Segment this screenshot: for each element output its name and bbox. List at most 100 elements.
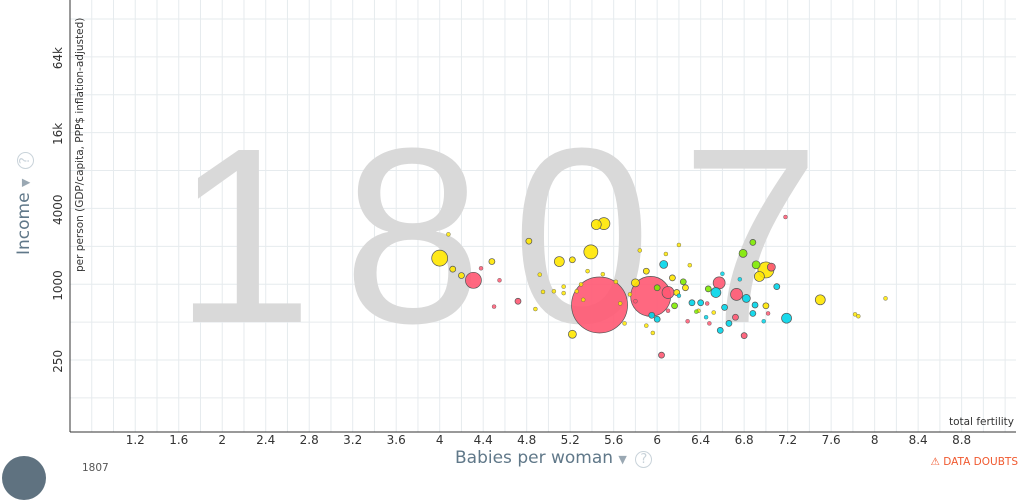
country-bubble[interactable] bbox=[561, 290, 566, 296]
country-bubble[interactable] bbox=[637, 248, 642, 253]
country-bubble[interactable] bbox=[665, 308, 671, 313]
country-bubble[interactable] bbox=[754, 271, 765, 282]
country-bubble[interactable] bbox=[446, 232, 451, 237]
country-bubble[interactable] bbox=[761, 319, 766, 324]
country-bubble[interactable] bbox=[648, 311, 656, 319]
country-bubble[interactable] bbox=[682, 284, 689, 292]
country-bubble[interactable] bbox=[561, 284, 566, 289]
country-bubble[interactable] bbox=[618, 301, 623, 306]
country-bubble[interactable] bbox=[622, 321, 627, 326]
country-bubble[interactable] bbox=[613, 279, 619, 285]
country-bubble[interactable] bbox=[740, 332, 748, 339]
country-bubble[interactable] bbox=[749, 310, 757, 317]
country-bubble[interactable] bbox=[644, 323, 649, 328]
data-doubts-link[interactable]: ⚠ DATA DOUBTS bbox=[930, 456, 1018, 468]
country-bubble[interactable] bbox=[730, 288, 743, 301]
country-bubble[interactable] bbox=[633, 299, 638, 304]
country-bubble[interactable] bbox=[711, 310, 716, 315]
country-bubble[interactable] bbox=[749, 239, 757, 246]
country-bubble[interactable] bbox=[852, 312, 858, 317]
country-bubble[interactable] bbox=[449, 265, 457, 273]
country-bubble[interactable] bbox=[642, 267, 650, 275]
x-tick-label: 1.6 bbox=[169, 433, 188, 447]
country-bubble[interactable] bbox=[741, 294, 751, 303]
country-bubble[interactable] bbox=[694, 309, 699, 314]
country-bubble[interactable] bbox=[627, 292, 633, 297]
country-bubble[interactable] bbox=[583, 244, 599, 260]
country-bubble[interactable] bbox=[663, 251, 669, 257]
country-bubble[interactable] bbox=[687, 262, 692, 268]
country-bubble[interactable] bbox=[781, 312, 792, 324]
country-bubble[interactable] bbox=[712, 276, 726, 290]
country-bubble[interactable] bbox=[676, 242, 682, 248]
country-bubble[interactable] bbox=[590, 219, 602, 230]
country-bubble[interactable] bbox=[540, 289, 546, 295]
country-bubble[interactable] bbox=[600, 271, 606, 277]
play-button[interactable] bbox=[2, 456, 46, 500]
country-bubble[interactable] bbox=[488, 258, 496, 265]
help-icon[interactable]: ? bbox=[17, 152, 34, 170]
country-bubble[interactable] bbox=[537, 272, 542, 277]
country-bubble[interactable] bbox=[571, 276, 628, 334]
country-bubble[interactable] bbox=[751, 260, 761, 270]
country-bubble[interactable] bbox=[765, 311, 771, 316]
country-bubble[interactable] bbox=[653, 315, 661, 323]
country-bubble[interactable] bbox=[685, 319, 690, 324]
country-bubble[interactable] bbox=[738, 249, 748, 258]
country-bubble[interactable] bbox=[751, 301, 759, 309]
country-bubble[interactable] bbox=[569, 256, 576, 264]
country-bubble[interactable] bbox=[465, 271, 482, 289]
country-bubble[interactable] bbox=[783, 214, 788, 220]
country-bubble[interactable] bbox=[721, 304, 728, 311]
country-bubble[interactable] bbox=[679, 278, 687, 286]
country-bubble[interactable] bbox=[814, 294, 826, 306]
grid-lines bbox=[70, 0, 1016, 432]
country-bubble[interactable] bbox=[720, 271, 725, 276]
y-axis-label[interactable]: Income ▼ ? bbox=[14, 152, 34, 255]
country-bubble[interactable] bbox=[716, 327, 724, 334]
country-bubble[interactable] bbox=[659, 260, 669, 269]
country-bubble[interactable] bbox=[533, 306, 538, 312]
country-bubble[interactable] bbox=[585, 268, 590, 274]
country-bubble[interactable] bbox=[478, 266, 484, 271]
country-bubble[interactable] bbox=[671, 302, 678, 310]
country-bubble[interactable] bbox=[525, 237, 533, 245]
country-bubble[interactable] bbox=[688, 299, 696, 307]
country-bubble[interactable] bbox=[773, 283, 781, 290]
country-bubble[interactable] bbox=[710, 287, 722, 298]
country-bubble[interactable] bbox=[653, 284, 661, 292]
country-bubble[interactable] bbox=[732, 313, 739, 321]
country-bubble[interactable] bbox=[650, 330, 656, 336]
country-bubble[interactable] bbox=[766, 262, 776, 272]
country-bubble[interactable] bbox=[883, 296, 888, 301]
country-bubble[interactable] bbox=[704, 301, 710, 306]
country-bubble[interactable] bbox=[574, 289, 579, 294]
country-bubble[interactable] bbox=[676, 293, 682, 298]
country-bubble[interactable] bbox=[553, 256, 565, 267]
country-bubble[interactable] bbox=[578, 282, 584, 287]
country-bubble[interactable] bbox=[491, 304, 497, 309]
country-bubble[interactable] bbox=[856, 314, 861, 319]
country-bubble[interactable] bbox=[497, 278, 502, 283]
country-bubble[interactable] bbox=[514, 297, 522, 305]
x-axis-label[interactable]: Babies per woman ▼ ? bbox=[455, 448, 653, 468]
country-bubble[interactable] bbox=[551, 289, 557, 294]
x-tick-label: 2.4 bbox=[256, 433, 275, 447]
x-tick-label: 2 bbox=[218, 433, 226, 447]
country-bubble[interactable] bbox=[697, 299, 705, 307]
country-bubble[interactable] bbox=[568, 329, 577, 339]
country-bubble[interactable] bbox=[725, 320, 733, 327]
country-bubble[interactable] bbox=[762, 302, 770, 310]
country-bubble[interactable] bbox=[658, 351, 665, 359]
country-bubble[interactable] bbox=[704, 285, 712, 293]
country-bubble[interactable] bbox=[581, 297, 586, 302]
help-icon[interactable]: ? bbox=[635, 451, 653, 468]
country-bubble[interactable] bbox=[737, 277, 743, 282]
country-bubble[interactable] bbox=[707, 321, 712, 326]
country-bubble[interactable] bbox=[631, 278, 640, 288]
country-bubble[interactable] bbox=[661, 286, 675, 299]
country-bubble[interactable] bbox=[669, 274, 676, 282]
country-bubble[interactable] bbox=[703, 315, 709, 320]
country-bubble[interactable] bbox=[431, 249, 449, 267]
country-bubble[interactable] bbox=[458, 272, 465, 279]
